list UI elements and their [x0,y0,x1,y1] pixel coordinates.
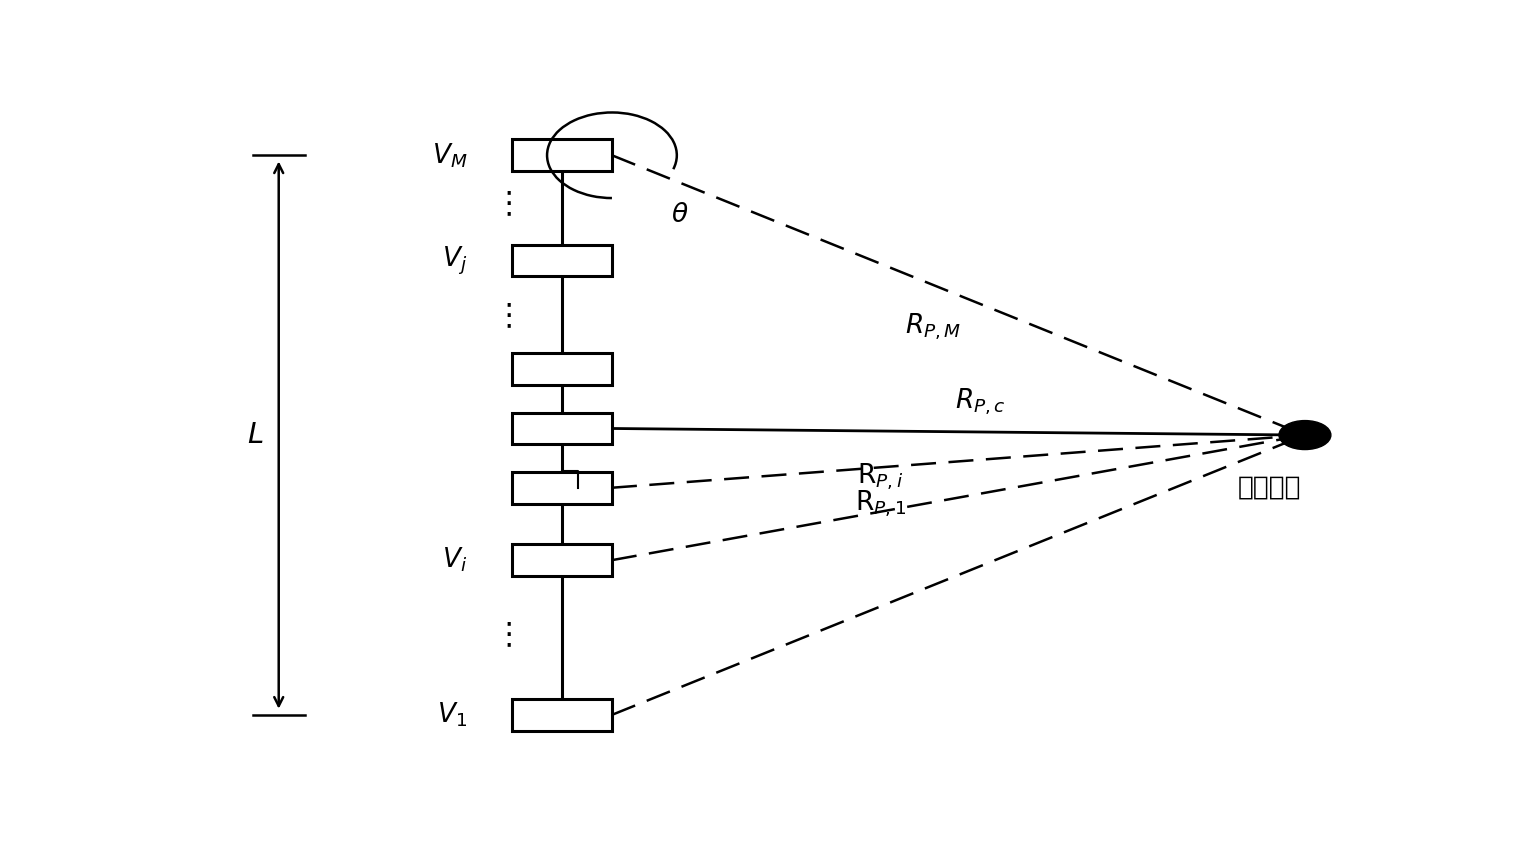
Text: $\vdots$: $\vdots$ [493,621,513,652]
Bar [511,245,612,276]
Text: $L$: $L$ [247,421,263,449]
Text: $V_1$: $V_1$ [437,700,467,729]
Text: $R_{P,c}$: $R_{P,c}$ [956,387,1006,417]
Bar [511,699,612,731]
Bar [511,472,612,504]
Bar [511,139,612,171]
Text: $\vdots$: $\vdots$ [493,189,513,220]
Bar [511,545,612,576]
Text: 参考目标: 参考目标 [1237,475,1301,501]
Text: $\theta$: $\theta$ [671,202,688,227]
Text: $\mathrm{R}_{P,1}$: $\mathrm{R}_{P,1}$ [855,489,906,519]
Text: $V_M$: $V_M$ [432,141,467,169]
Circle shape [1278,421,1330,450]
Bar [511,353,612,385]
Text: $\mathrm{R}_{P,i}$: $\mathrm{R}_{P,i}$ [857,462,904,492]
Bar [511,413,612,445]
Text: $V_j$: $V_j$ [443,245,467,277]
Text: $V_i$: $V_i$ [443,545,467,575]
Text: $R_{P,M}$: $R_{P,M}$ [906,311,962,342]
Text: $\vdots$: $\vdots$ [493,301,513,332]
